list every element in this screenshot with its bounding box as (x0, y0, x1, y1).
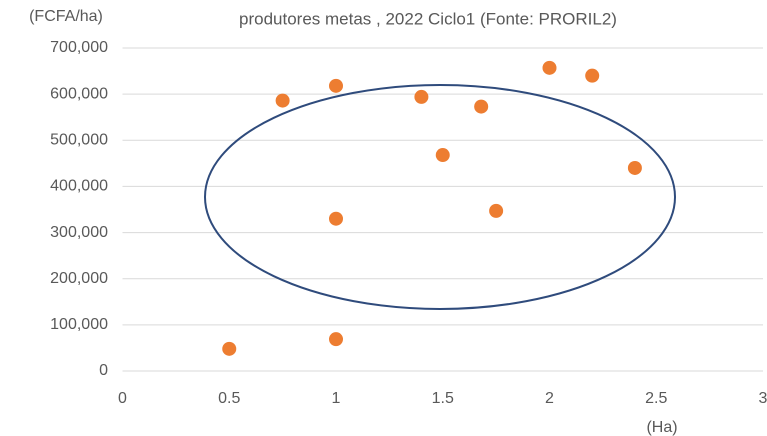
y-tick-label: 100,000 (50, 316, 108, 333)
x-tick-label: 3 (759, 390, 767, 407)
scatter-point (435, 148, 450, 163)
grid (122, 47, 763, 372)
highlight-ellipse (204, 84, 676, 310)
scatter-point (627, 160, 642, 175)
scatter-point (585, 68, 600, 83)
y-tick-label: 500,000 (50, 132, 108, 149)
x-tick-label: 2 (545, 390, 554, 407)
x-tick-label: 0.5 (218, 390, 240, 407)
scatter-point (489, 203, 504, 218)
scatter-point (542, 60, 557, 75)
y-tick-label: 200,000 (50, 270, 108, 287)
x-tick-label: 2.5 (645, 390, 667, 407)
scatter-point (275, 93, 290, 108)
scatter-point (414, 89, 429, 104)
y-tick-label: 400,000 (50, 178, 108, 195)
y-tick-label: 700,000 (50, 39, 108, 56)
chart-title: produtores metas , 2022 Ciclo1 (Fonte: P… (239, 9, 617, 28)
y-axis-label: (FCFA/ha) (29, 8, 103, 25)
marks (222, 60, 642, 356)
scatter-point (329, 78, 343, 93)
x-tick-label: 1 (332, 390, 341, 407)
x-axis-label: (Ha) (646, 419, 677, 436)
scatter-point (474, 99, 489, 114)
scatter-point (329, 211, 343, 226)
y-tick-label: 0 (99, 362, 108, 379)
x-tick-label: 0 (118, 390, 127, 407)
y-tick-label: 600,000 (50, 85, 108, 102)
scatter-point (329, 332, 343, 347)
y-tick-label: 300,000 (50, 224, 108, 241)
x-tick-label: 1.5 (432, 390, 454, 407)
scatter-point (222, 341, 237, 356)
